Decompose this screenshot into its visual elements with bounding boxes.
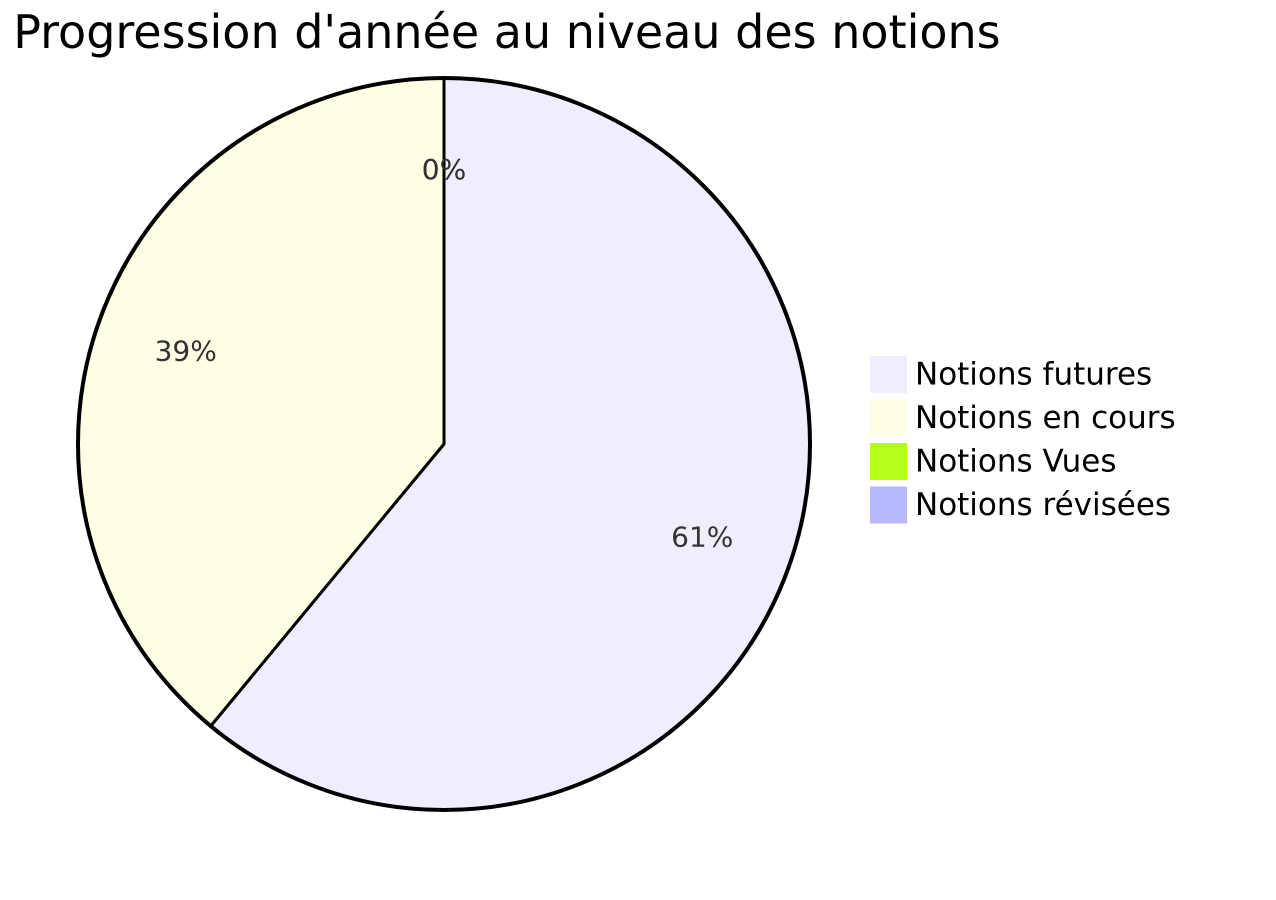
legend-swatch-notions-en-cours <box>870 399 907 437</box>
legend-swatch-notions-vues <box>870 443 907 480</box>
pie-labels: 61%39%0%0% <box>155 153 734 553</box>
legend-item-notions-futures: Notions futures <box>870 356 1152 393</box>
pie-label-notions-en-cours: 39% <box>155 335 217 368</box>
legend-label-notions-revisees: Notions révisées <box>915 487 1171 523</box>
legend-label-notions-en-cours: Notions en cours <box>915 400 1176 436</box>
pie-legend: Notions futures Notions en cours Notions V… <box>870 356 1176 524</box>
legend-label-notions-futures: Notions futures <box>915 357 1152 393</box>
legend-item-notions-revisees: Notions révisées <box>870 486 1171 524</box>
pie-label-notions-vues: 0% <box>422 153 466 186</box>
legend-item-notions-en-cours: Notions en cours <box>870 399 1176 437</box>
legend-label-notions-vues: Notions Vues <box>915 444 1117 480</box>
legend-swatch-notions-revisees <box>870 486 907 524</box>
pie-slices <box>76 76 812 812</box>
pie-label-notions-futures: 61% <box>671 520 733 553</box>
legend-item-notions-vues: Notions Vues <box>870 443 1117 480</box>
legend-swatch-notions-futures <box>870 356 907 393</box>
pie-outline <box>76 76 812 812</box>
pie-label-notions-revisees: 0% <box>422 153 466 186</box>
chart-title: - Progression d'année au niveau des noti… <box>0 5 1001 59</box>
